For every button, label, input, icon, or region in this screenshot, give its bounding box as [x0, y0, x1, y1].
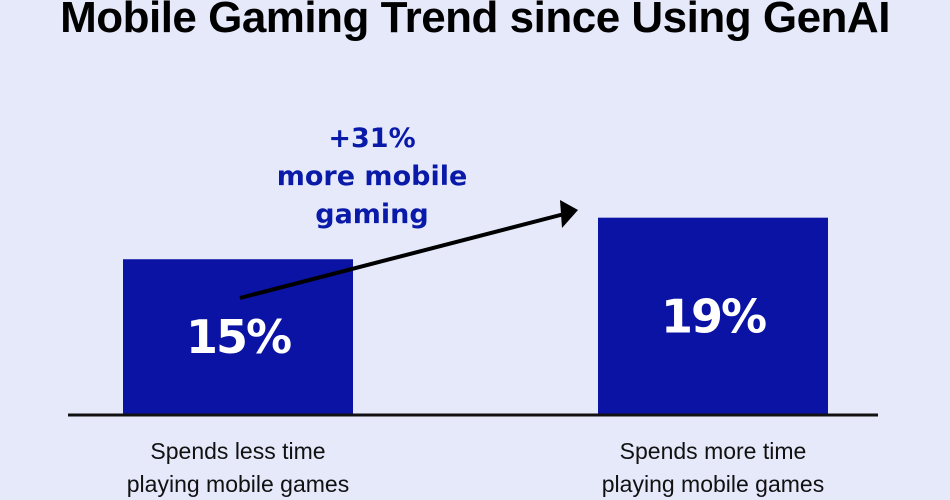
- annotation-line-3: gaming: [315, 199, 428, 230]
- bar-value-label-1: 15%: [186, 310, 291, 364]
- category-label-2-line-2: playing mobile games: [602, 471, 824, 497]
- bar-1: [123, 259, 353, 415]
- category-label-1-line-2: playing mobile games: [127, 471, 349, 497]
- annotation-line-2: more mobile: [277, 161, 468, 192]
- chart-title: Mobile Gaming Trend since Using GenAI: [60, 0, 890, 42]
- bar-2: [598, 217, 828, 415]
- annotation-line-1: +31%: [328, 123, 415, 154]
- category-label-2-line-1: Spends more time: [620, 438, 807, 464]
- category-label-1-line-1: Spends less time: [150, 438, 325, 464]
- trend-arrow: [239, 208, 576, 300]
- trend-arrow-head: [560, 200, 578, 228]
- bar-value-label-2: 19%: [661, 289, 766, 343]
